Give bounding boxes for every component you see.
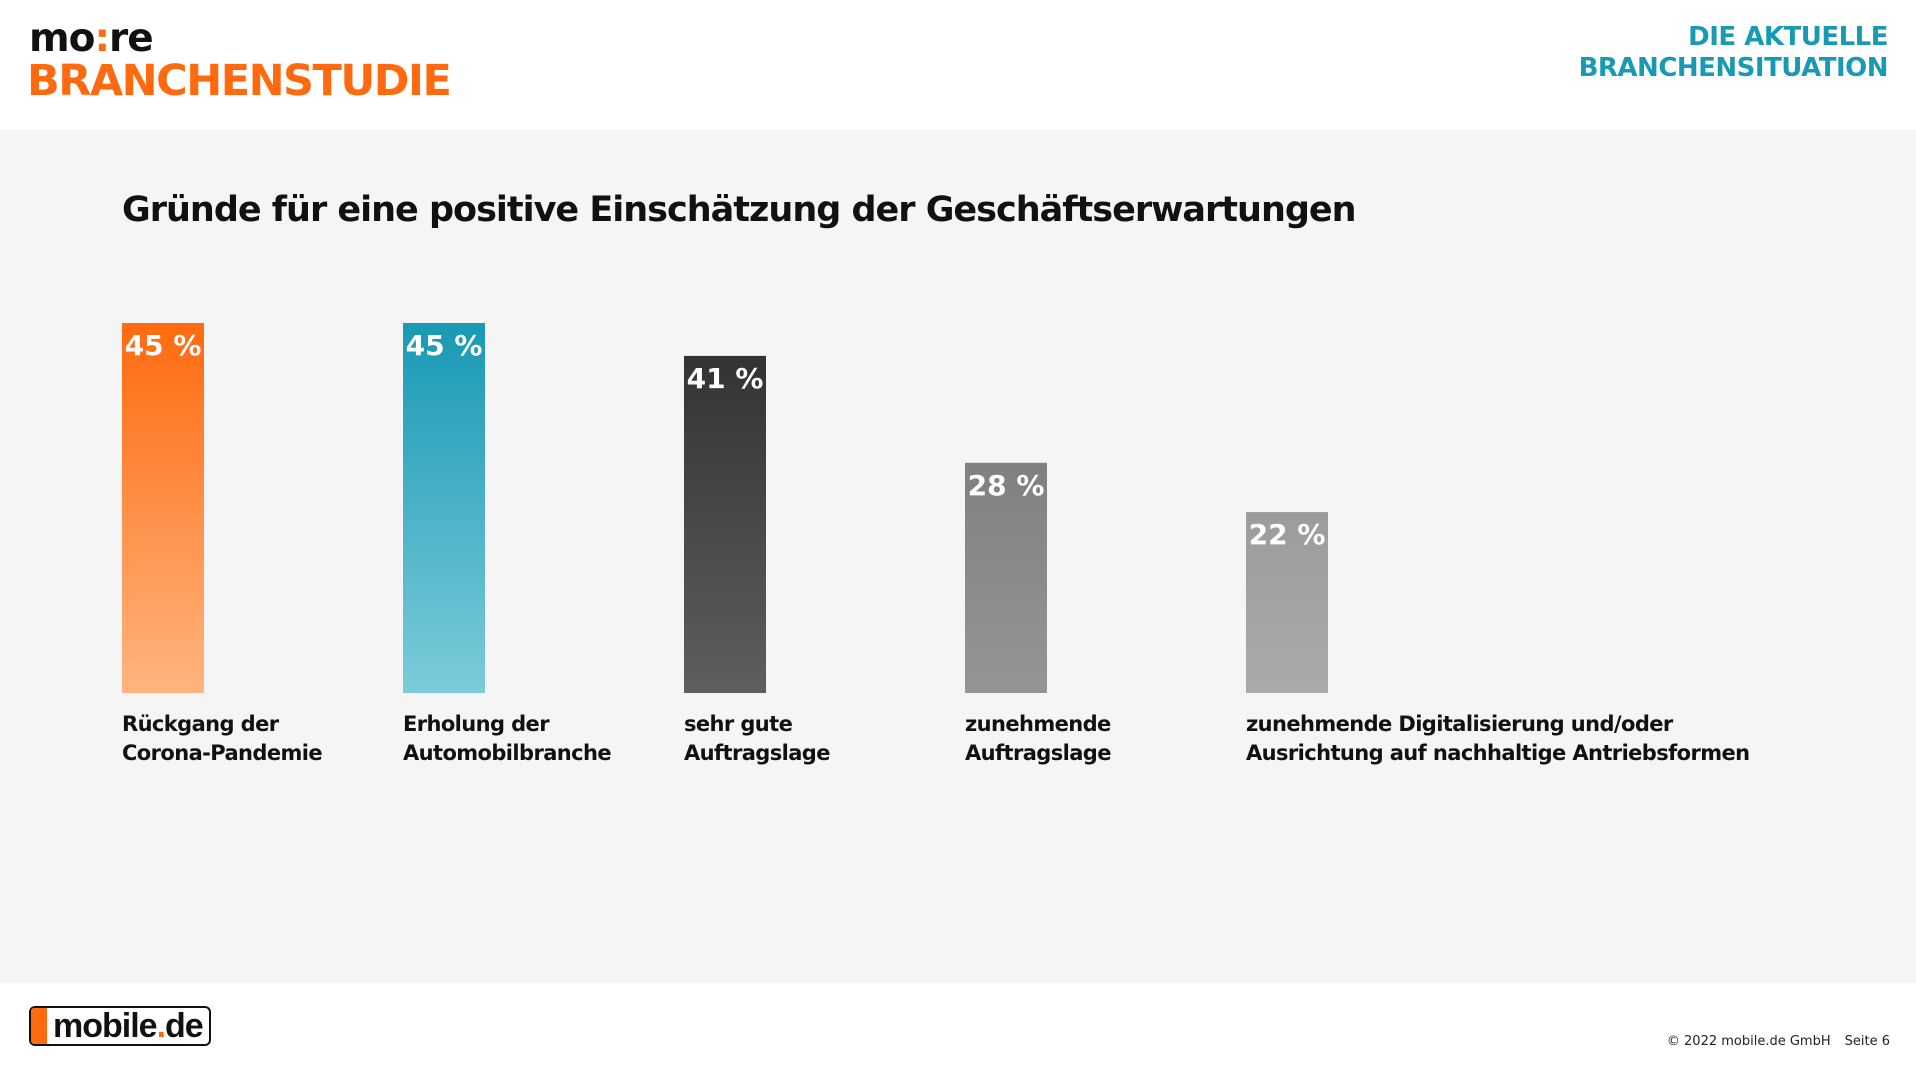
bar-3 bbox=[684, 355, 766, 693]
bar-value-label-5: 22 % bbox=[1249, 518, 1326, 551]
bar-5 bbox=[1246, 512, 1328, 693]
bar-4 bbox=[965, 462, 1047, 693]
category-label-2-line-2: Automobilbranche bbox=[403, 741, 611, 765]
bar-2 bbox=[403, 323, 485, 693]
category-label-4-line-1: zunehmende bbox=[965, 712, 1111, 736]
category-label-1-line-2: Corona-Pandemie bbox=[122, 741, 322, 765]
mobile-de-logo: mobile.de bbox=[29, 1006, 211, 1046]
study-name: BRANCHENSTUDIE bbox=[27, 56, 452, 106]
category-label-5-line-2: Ausrichtung auf nachhaltige Antriebsform… bbox=[1246, 741, 1750, 765]
category-label-1-line-1: Rückgang der bbox=[122, 712, 280, 736]
bar-value-label-1: 45 % bbox=[125, 329, 202, 362]
page-number: Seite 6 bbox=[1844, 1034, 1890, 1049]
bar-value-label-3: 41 % bbox=[687, 362, 764, 395]
category-label-2-line-1: Erholung der bbox=[403, 712, 550, 736]
copyright-notice: © 2022 mobile.de GmbH Seite 6 bbox=[1667, 1034, 1890, 1049]
bar-value-label-2: 45 % bbox=[406, 329, 483, 362]
logo-orange-bar bbox=[31, 1008, 47, 1044]
category-label-3-line-2: Auftragslage bbox=[684, 741, 830, 765]
logo-wordmark: mobile.de bbox=[53, 1006, 204, 1045]
bar-value-label-4: 28 % bbox=[968, 469, 1045, 502]
section-topic: DIE AKTUELLE BRANCHENSITUATION bbox=[1578, 22, 1889, 84]
footer bbox=[0, 983, 1916, 1077]
header: mo:re BRANCHENSTUDIE DIE AKTUELLE BRANCH… bbox=[0, 0, 1916, 130]
copyright-text: © 2022 mobile.de GmbH bbox=[1666, 1034, 1831, 1049]
category-label-4-line-2: Auftragslage bbox=[965, 741, 1111, 765]
category-label-5-line-1: zunehmende Digitalisierung und/oder bbox=[1246, 712, 1674, 736]
chart-panel bbox=[0, 130, 1916, 983]
chart-title: Gründe für eine positive Einschätzung de… bbox=[122, 190, 1357, 230]
section-topic-line-2: BRANCHENSITUATION bbox=[1578, 53, 1889, 83]
section-topic-line-1: DIE AKTUELLE bbox=[1688, 22, 1888, 52]
more-logo: mo:re bbox=[29, 16, 154, 61]
bar-1 bbox=[122, 323, 204, 693]
category-label-3-line-1: sehr gute bbox=[684, 712, 793, 736]
